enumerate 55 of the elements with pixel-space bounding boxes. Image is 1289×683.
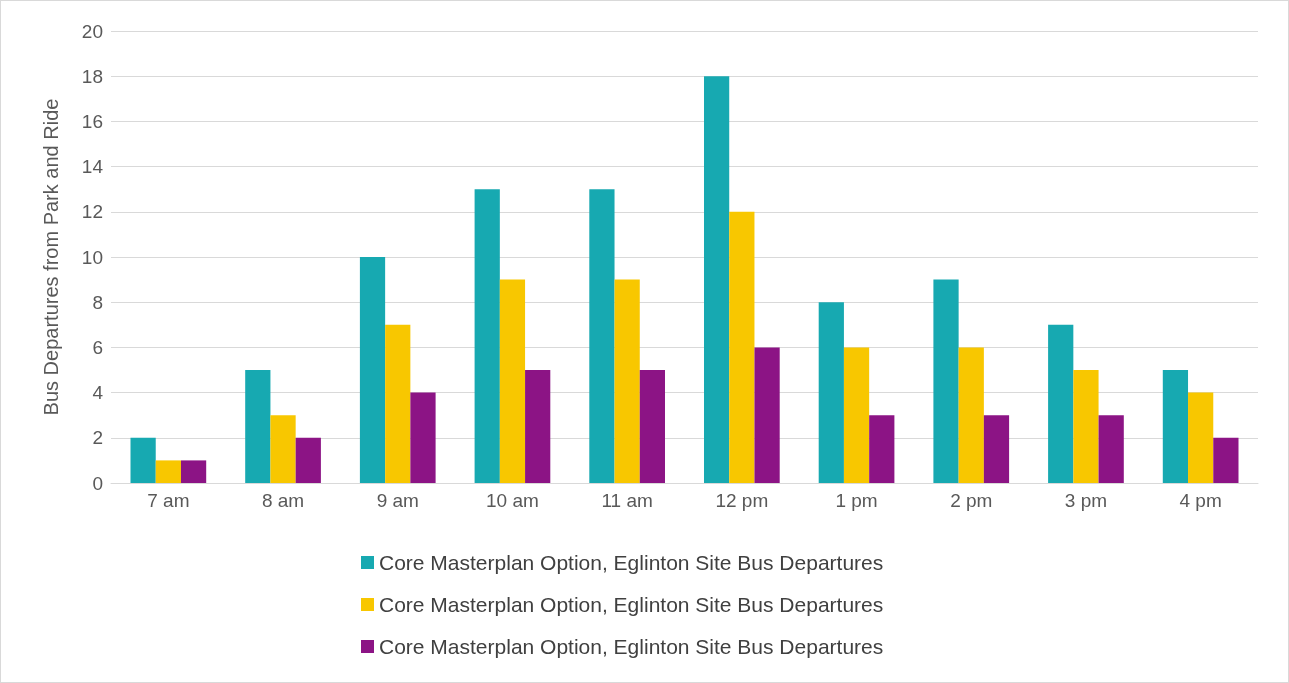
bar [499, 279, 526, 483]
bar [843, 347, 870, 483]
bar [754, 347, 780, 483]
legend-label: Core Masterplan Option, Eglinton Site Bus Departures [379, 635, 884, 658]
y-tick-label: 10 [81, 246, 103, 268]
legend-label: Core Masterplan Option, Eglinton Site Bus Departures [379, 593, 884, 616]
bar [1213, 437, 1239, 483]
x-tick-label: 3 pm [1064, 490, 1108, 511]
y-tick-label: 20 [81, 20, 103, 42]
x-tick-label: 7 am [147, 490, 190, 511]
bar [1098, 415, 1124, 483]
y-tick-label: 0 [92, 472, 103, 494]
bar [359, 257, 386, 483]
bar [983, 415, 1010, 483]
y-tick-label: 12 [81, 201, 103, 223]
x-tick-label: 10 am [486, 490, 539, 511]
bar [818, 302, 844, 483]
y-tick-label: 4 [92, 382, 104, 404]
bar [933, 279, 959, 483]
bar [245, 370, 271, 483]
bar [525, 370, 551, 483]
bar [474, 189, 500, 483]
bar [1188, 392, 1214, 483]
y-axis-title: Bus Departures from Park and Ride [40, 98, 62, 416]
y-tick-label: 6 [92, 336, 103, 358]
x-tick-label: 1 pm [835, 490, 878, 511]
y-tick-label: 8 [92, 291, 103, 313]
bar [958, 347, 984, 483]
bar [639, 370, 665, 483]
bar [1073, 370, 1099, 483]
bar [180, 460, 207, 483]
x-tick-label: 8 am [261, 490, 305, 511]
bar [295, 437, 321, 483]
bar [614, 279, 640, 483]
bar [869, 415, 895, 483]
x-tick-label: 12 pm [715, 490, 769, 511]
y-tick-label: 16 [81, 110, 103, 132]
y-tick-label: 2 [92, 427, 103, 449]
bar [385, 324, 411, 483]
bar [410, 392, 436, 483]
bar [1048, 324, 1074, 483]
x-tick-label: 4 pm [1179, 490, 1222, 511]
bar [1162, 370, 1189, 483]
legend-label: Core Masterplan Option, Eglinton Site Bus Departures [379, 551, 884, 574]
bar [704, 76, 730, 483]
y-tick-label: 14 [81, 156, 104, 178]
bar [729, 211, 755, 483]
bar [155, 460, 181, 483]
bar [589, 189, 615, 483]
bar [130, 437, 156, 483]
x-tick-label: 2 pm [950, 490, 993, 511]
bar [270, 415, 296, 483]
y-tick-label: 18 [81, 65, 103, 87]
x-tick-label: 11 am [601, 490, 653, 511]
x-tick-label: 9 am [376, 490, 419, 511]
